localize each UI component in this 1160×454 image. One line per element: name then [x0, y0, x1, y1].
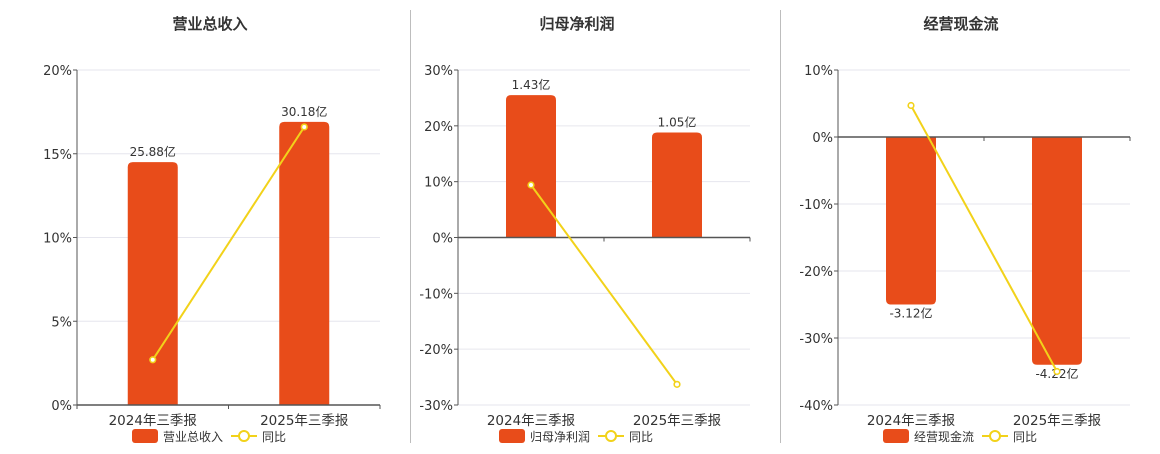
yoy-line — [530, 184, 678, 385]
chart-title: 归母净利润 — [539, 15, 614, 33]
y-tick-label: -10% — [799, 198, 833, 213]
y-tick-label: 5% — [51, 315, 72, 330]
bar-value-label: 1.43亿 — [512, 77, 551, 92]
yoy-point — [527, 181, 535, 189]
bar-net-profit — [652, 132, 702, 238]
y-tick-label: 30% — [424, 64, 453, 79]
y-tick-label: -30% — [419, 399, 453, 414]
chart-panel-net-profit: 归母净利润 -30% -20% -10% 0% 10% 20% 30% 1.43亿 1.05亿 20… — [411, 0, 780, 450]
yoy-point — [149, 356, 157, 364]
y-tick-label: -30% — [799, 332, 833, 347]
yoy-point — [1053, 367, 1061, 376]
y-tick-label: -20% — [799, 265, 833, 280]
yoy-point — [300, 123, 308, 131]
legend-line-marker — [605, 430, 617, 442]
x-tick-label: 2024年三季报 — [867, 413, 955, 429]
chart-revenue: 营业总收入 0% 5% 10% 15% 20% 25.88亿 30.18亿 2024年三季报 20… — [43, 15, 381, 444]
y-tick-label: -20% — [419, 343, 453, 358]
y-tick-label: 10% — [424, 176, 453, 191]
bar-net-profit — [506, 95, 556, 238]
chart-panel-revenue: 营业总收入 0% 5% 10% 15% 20% 25.88亿 30.18亿 2024年三季报 20… — [0, 0, 410, 450]
bar-cash-flow — [886, 137, 936, 305]
legend-line-label: 同比 — [629, 430, 653, 444]
panel-divider — [780, 10, 781, 443]
bar-revenue — [127, 162, 178, 405]
legend-bar-swatch — [132, 429, 158, 443]
y-tick-label: 0% — [51, 399, 72, 414]
x-tick-label: 2025年三季报 — [260, 413, 348, 429]
bar-value-label: 1.05亿 — [658, 115, 697, 130]
legend-bar-label: 经营现金流 — [914, 429, 974, 444]
bar-value-label: 25.88亿 — [130, 144, 176, 159]
yoy-line — [910, 105, 1058, 372]
bar-value-label: 30.18亿 — [281, 104, 327, 119]
y-tick-label: -40% — [799, 399, 833, 414]
x-tick-label: 2024年三季报 — [109, 413, 197, 429]
chart-title: 经营现金流 — [923, 15, 998, 33]
legend-line-label: 同比 — [262, 430, 286, 444]
y-tick-label: 0% — [812, 131, 833, 146]
chart-panel-cash-flow: 经营现金流-40%-30%-20%-10%0%10%-3.12亿-4.22亿20… — [781, 0, 1160, 450]
legend-line-marker — [989, 430, 1001, 442]
chart-title: 营业总收入 — [172, 15, 247, 33]
chart-net-profit: 归母净利润 -30% -20% -10% 0% 10% 20% 30% 1.43亿 1.05亿 20… — [419, 15, 751, 444]
bar-cash-flow — [1032, 137, 1082, 365]
y-tick-label: 15% — [43, 148, 72, 163]
legend-line-label: 同比 — [1013, 430, 1037, 444]
y-tick-label: 10% — [804, 64, 833, 79]
y-tick-label: 10% — [43, 232, 72, 247]
yoy-point — [673, 380, 681, 388]
yoy-line — [151, 126, 306, 361]
chart-cash-flow: 经营现金流-40%-30%-20%-10%0%10%-3.12亿-4.22亿20… — [799, 15, 1131, 444]
legend-bar-label: 营业总收入 — [163, 430, 223, 444]
legend-bar-swatch — [499, 429, 525, 443]
x-tick-label: 2025年三季报 — [633, 413, 721, 429]
x-tick-label: 2024年三季报 — [487, 413, 575, 429]
legend-line-marker — [238, 430, 250, 442]
x-tick-label: 2025年三季报 — [1013, 413, 1101, 429]
y-tick-label: -10% — [419, 287, 453, 302]
y-tick-label: 0% — [432, 232, 453, 247]
yoy-point — [907, 101, 915, 110]
y-tick-label: 20% — [43, 64, 72, 79]
panel-divider — [410, 10, 411, 443]
bar-value-label: -3.12亿 — [889, 306, 932, 321]
bar-revenue — [279, 121, 330, 406]
legend-bar-swatch — [883, 429, 909, 443]
legend-bar-label: 归母净利润 — [530, 430, 590, 444]
y-tick-label: 20% — [424, 120, 453, 135]
